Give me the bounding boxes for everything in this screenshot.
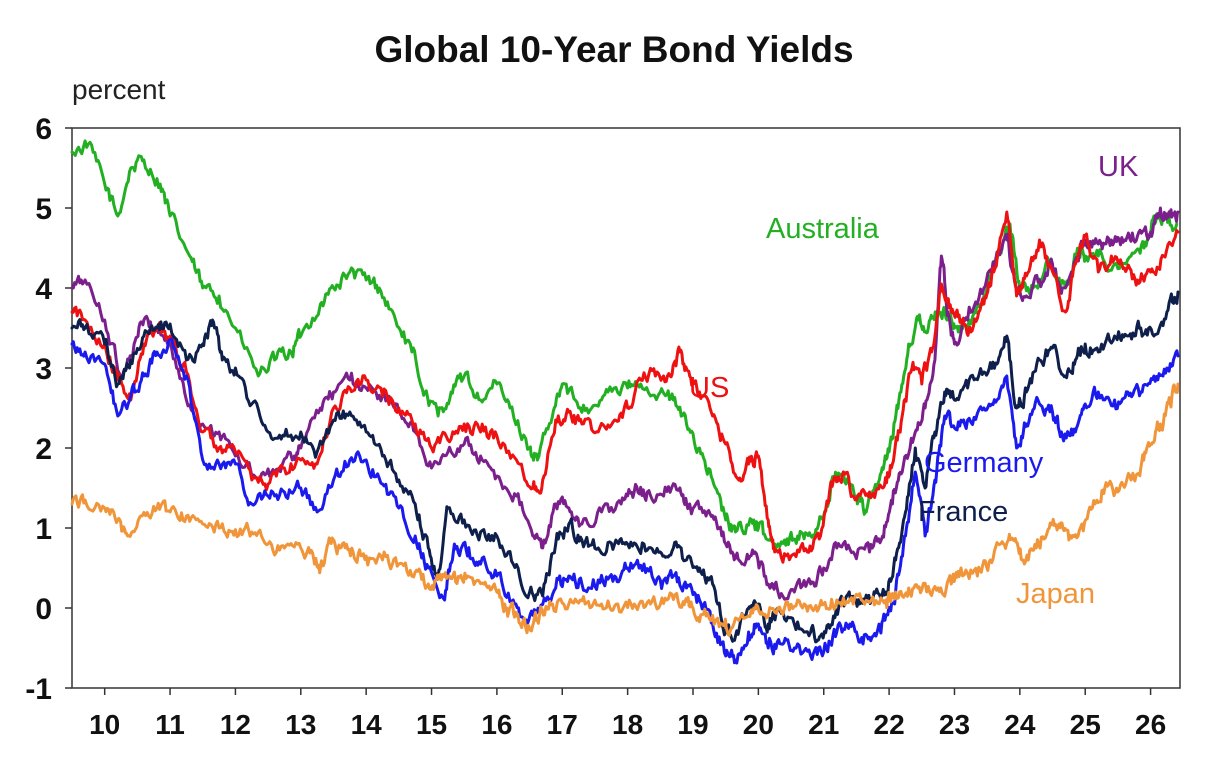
series-line-us [70, 210, 1180, 564]
x-tick-label: 25 [1070, 709, 1101, 740]
y-tick-label: 3 [35, 353, 52, 386]
x-tick-label: 21 [808, 709, 839, 740]
series-line-france [70, 290, 1180, 644]
x-tick-label: 19 [677, 709, 708, 740]
x-tick-label: 20 [743, 709, 774, 740]
x-tick-label: 15 [416, 709, 447, 740]
series-label-japan: Japan [1016, 578, 1095, 610]
y-tick-label: 1 [35, 513, 52, 546]
series-lines [70, 139, 1180, 665]
plot-area-frame [71, 127, 1181, 689]
y-axis: -1 0 1 2 3 4 5 6 [25, 113, 72, 706]
series-label-germany: Germany [924, 447, 1044, 479]
x-tick-label: 13 [285, 709, 316, 740]
x-tick-label: 16 [481, 709, 512, 740]
chart-title: Global 10-Year Bond Yields [374, 29, 853, 70]
x-tick-label: 22 [874, 709, 905, 740]
y-axis-unit-label: percent [72, 74, 166, 105]
series-line-japan [70, 382, 1180, 637]
y-tick-label: 5 [35, 193, 52, 226]
y-tick-label: 6 [35, 113, 52, 146]
series-label-australia: Australia [766, 213, 880, 245]
series-line-germany [70, 337, 1180, 665]
y-tick-label: 0 [35, 593, 52, 626]
y-tick-label: 4 [35, 273, 52, 306]
x-tick-label: 18 [612, 709, 643, 740]
x-axis: 10 11 12 13 14 15 16 17 18 19 20 21 22 23 24 25 26 [89, 688, 1166, 740]
x-tick-label: 10 [89, 709, 120, 740]
x-tick-label: 14 [351, 709, 383, 740]
x-tick-label: 12 [220, 709, 251, 740]
series-label-us: US [689, 372, 729, 404]
series-labels: UK Australia US Germany France Japan [689, 151, 1139, 610]
x-tick-label: 24 [1004, 709, 1036, 740]
series-line-australia [70, 139, 1179, 550]
y-tick-label: 2 [35, 433, 52, 466]
x-tick-label: 17 [547, 709, 578, 740]
series-label-uk: UK [1098, 151, 1139, 183]
x-tick-label: 23 [939, 709, 970, 740]
series-label-france: France [918, 496, 1008, 528]
y-tick-label: -1 [25, 673, 52, 706]
series-line-uk [70, 206, 1180, 601]
x-tick-label: 26 [1135, 709, 1166, 740]
x-tick-label: 11 [155, 709, 185, 740]
